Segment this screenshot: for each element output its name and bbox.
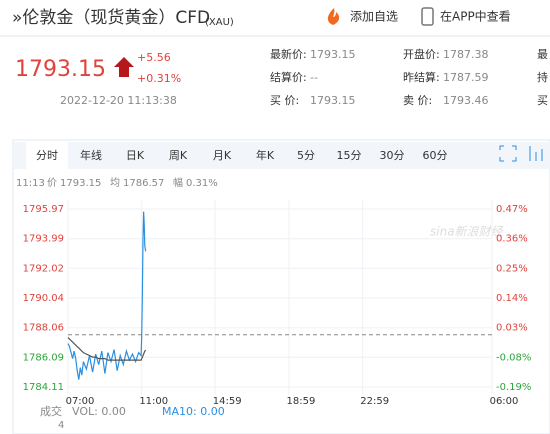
info-time: 11:13 [16, 178, 45, 189]
y-tick-label: 1790.04 [23, 293, 64, 304]
x-tick-label: 11:00 [139, 396, 168, 407]
settings-icon[interactable] [529, 146, 543, 161]
tab[interactable]: 周K [169, 149, 188, 162]
stat-value: 1793.15 [310, 48, 356, 61]
code: (XAU) [205, 17, 234, 28]
y-tick-label: 1788.06 [23, 323, 64, 334]
y-tick-label: 1786.09 [23, 352, 64, 363]
stat-label: 开盘价: [403, 47, 440, 61]
tab-bar [14, 142, 550, 169]
y2-tick-label: 0.03% [496, 323, 528, 334]
info-price-label: 价 [47, 177, 57, 189]
stat-label: 卖 价: [403, 94, 432, 107]
y2-tick-label: -0.19% [496, 382, 531, 393]
chart-panel [12, 139, 550, 434]
watermark: sina新浪财经 [430, 225, 505, 239]
stat-value: 1787.59 [443, 71, 489, 84]
up-arrow [114, 57, 134, 77]
timestamp: 2022-12-20 11:13:38 [60, 94, 177, 107]
stat-label: 买 [537, 94, 548, 107]
tab[interactable]: 分时 [36, 149, 58, 162]
info-range: 0.31% [186, 178, 218, 189]
stat-label: 结算价: [270, 70, 307, 84]
info-price: 1793.15 [60, 178, 101, 189]
price-line [67, 337, 147, 361]
info-avg-label: 均 [110, 177, 120, 189]
stat-value: -- [310, 71, 318, 84]
phone-icon [421, 7, 434, 26]
x-tick-label: 06:00 [490, 396, 519, 407]
volume-label: 成交 [40, 404, 62, 418]
tab[interactable]: 日K [126, 149, 145, 162]
y-tick-label: 1784.11 [23, 382, 64, 393]
change-pct: +0.31% [137, 72, 181, 85]
y2-tick-label: 0.25% [496, 263, 528, 274]
volume-ma10: MA10: 0.00 [162, 405, 225, 418]
fire-icon [327, 8, 340, 25]
stat-label: 最新价: [270, 47, 307, 61]
volume-vol: VOL: 0.00 [72, 405, 126, 418]
stat-value: 1787.38 [443, 48, 489, 61]
tab[interactable]: 30分 [380, 149, 405, 162]
x-tick-label: 18:59 [286, 396, 315, 407]
y2-tick-label: 0.14% [496, 293, 528, 304]
price: 1793.15 [15, 57, 106, 82]
change: +5.56 [137, 51, 171, 64]
x-tick-label: 07:00 [66, 396, 95, 407]
add-watchlist[interactable]: 添加自选 [350, 10, 398, 24]
stat-label: 买 价: [270, 94, 299, 107]
fullscreen-icon[interactable] [499, 145, 517, 162]
y2-tick-label: -0.08% [496, 352, 531, 363]
info-avg: 1786.57 [123, 178, 164, 189]
x-tick-label: 22:59 [360, 396, 389, 407]
tab-selected [26, 142, 68, 169]
tab[interactable]: 年线 [80, 148, 102, 162]
plot: sina新浪财经 07:00 11:00 14:59 18:59 22:59 06:00 17… [23, 200, 531, 407]
info-range-label: 幅 [173, 176, 183, 189]
tab[interactable]: 60分 [423, 149, 448, 162]
y-tick-label: 1792.02 [23, 263, 64, 274]
title: »伦敦金（现货黄金）CFD [12, 8, 210, 28]
stat-label: 最 [537, 48, 548, 61]
price-line [67, 211, 147, 380]
x-tick-label: 14:59 [213, 396, 242, 407]
tab[interactable]: 5分 [297, 149, 315, 162]
y-tick-label: 1795.97 [23, 204, 64, 215]
y2-tick-label: 0.36% [496, 234, 528, 245]
tab[interactable]: 月K [213, 149, 232, 162]
stat-value: 1793.46 [443, 94, 489, 107]
stat-label: 昨结算: [403, 70, 440, 84]
tab[interactable]: 15分 [337, 149, 362, 162]
y-tick-label: 1793.99 [23, 234, 64, 245]
open-app[interactable]: 在APP中查看 [440, 9, 511, 24]
stat-value: 1793.15 [310, 94, 356, 107]
stat-label: 持 [537, 70, 548, 84]
volume-scale: 4 [58, 420, 64, 431]
tab[interactable]: 年K [256, 148, 275, 162]
y2-tick-label: 0.47% [496, 204, 528, 215]
